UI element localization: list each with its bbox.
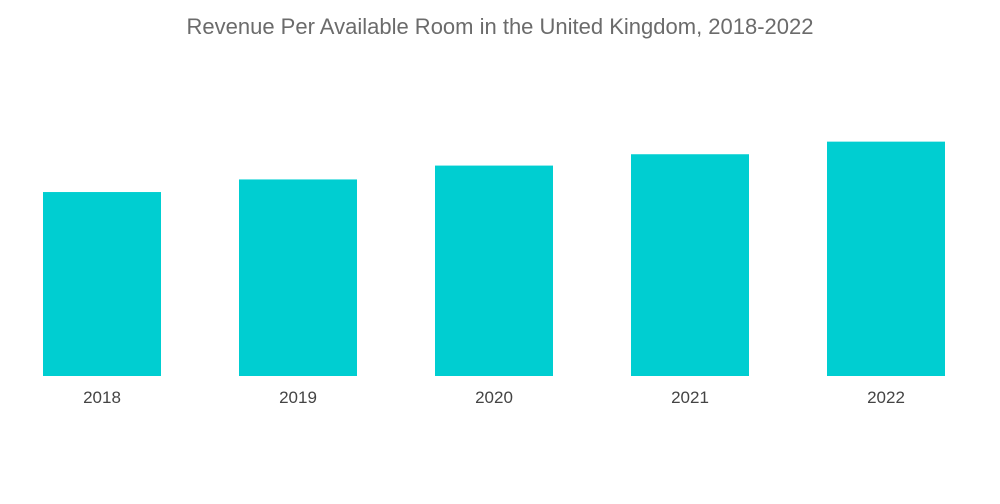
bar-2019 xyxy=(239,179,357,376)
x-tick-label-2018: 2018 xyxy=(83,388,121,407)
bars-group xyxy=(43,141,945,376)
chart-title: Revenue Per Available Room in the United… xyxy=(186,14,814,39)
bar-2020 xyxy=(435,165,553,376)
x-tick-label-2022: 2022 xyxy=(867,388,905,407)
bar-2018 xyxy=(43,192,161,376)
x-tick-labels: 2018 2019 2020 2021 2022 xyxy=(83,388,905,407)
bar-2022 xyxy=(827,141,945,376)
x-tick-label-2019: 2019 xyxy=(279,388,317,407)
x-tick-label-2020: 2020 xyxy=(475,388,513,407)
bar-2021 xyxy=(631,154,749,376)
x-tick-label-2021: 2021 xyxy=(671,388,709,407)
